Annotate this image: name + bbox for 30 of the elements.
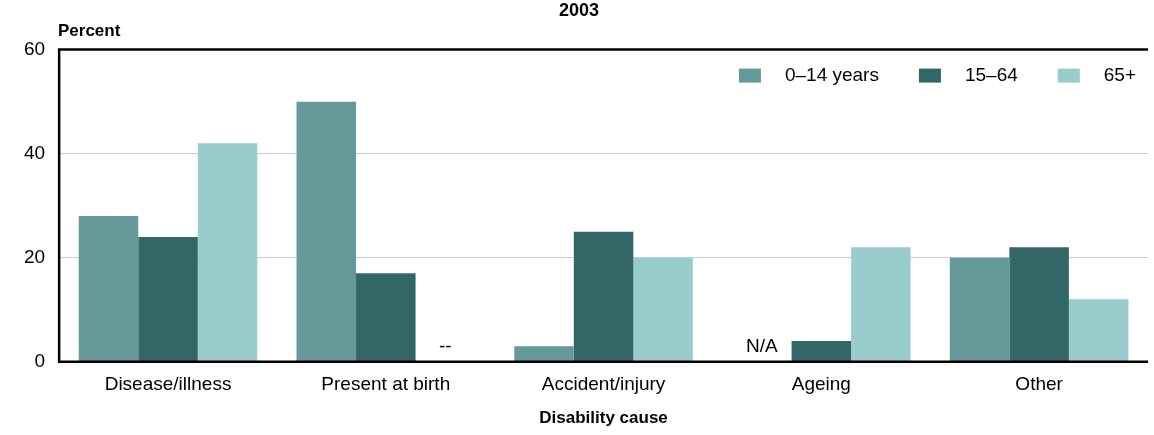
bar bbox=[78, 216, 139, 362]
x-tick-label: Accident/injury bbox=[541, 373, 666, 395]
bar bbox=[1009, 247, 1069, 362]
x-axis-title: Disability cause bbox=[539, 408, 668, 428]
bar bbox=[1068, 299, 1129, 362]
bar bbox=[138, 236, 198, 362]
y-axis-title: Percent bbox=[58, 20, 121, 40]
legend-label: 15–64 bbox=[964, 63, 1019, 85]
bar bbox=[791, 340, 852, 362]
bar bbox=[356, 273, 416, 362]
bar bbox=[197, 143, 258, 362]
legend-label: 0–14 years bbox=[784, 63, 879, 85]
annotation: -- bbox=[438, 335, 452, 357]
y-tick-label: 60 bbox=[23, 37, 46, 59]
bar bbox=[633, 257, 693, 362]
bar bbox=[296, 101, 357, 362]
bar bbox=[514, 346, 574, 362]
x-tick-label: Ageing bbox=[791, 373, 851, 395]
x-tick-label: Disease/illness bbox=[104, 373, 232, 395]
bar bbox=[949, 257, 1010, 362]
legend-label: 65+ bbox=[1103, 63, 1136, 85]
x-tick-label: Other bbox=[1015, 373, 1064, 395]
y-tick-label: 0 bbox=[34, 350, 46, 372]
y-tick-label: 20 bbox=[23, 245, 46, 267]
x-tick-label: Present at birth bbox=[321, 373, 451, 395]
bar bbox=[573, 231, 634, 362]
y-tick-label: 40 bbox=[23, 141, 46, 163]
chart-title: 2003 bbox=[558, 0, 600, 20]
bar bbox=[851, 247, 911, 362]
annotation: N/A bbox=[745, 335, 778, 357]
